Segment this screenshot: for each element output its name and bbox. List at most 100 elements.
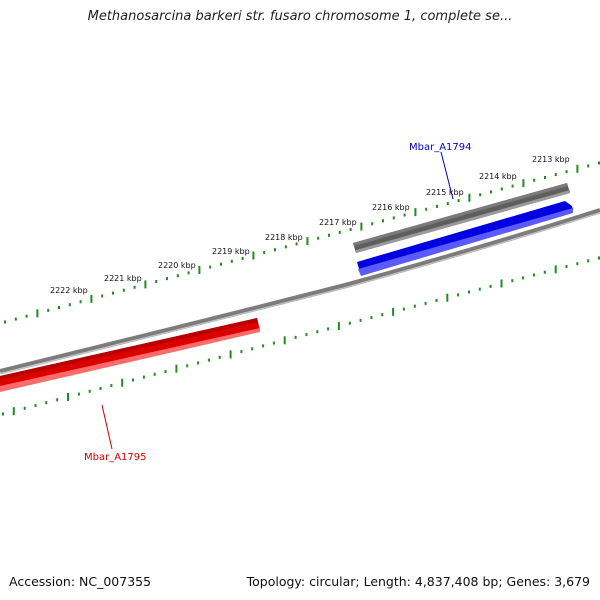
minor-tick: [565, 265, 568, 268]
minor-tick: [79, 300, 82, 304]
minor-tick: [413, 304, 416, 308]
major-tick: [144, 280, 147, 289]
minor-tick: [187, 271, 190, 275]
minor-tick: [478, 287, 481, 291]
minor-tick: [272, 341, 275, 345]
minor-tick: [511, 279, 514, 283]
minor-tick: [186, 364, 189, 368]
minor-tick: [544, 176, 546, 179]
minor-tick: [133, 285, 136, 289]
feature-label-mbar-a1795[interactable]: Mbar_A1795: [84, 452, 147, 463]
minor-tick: [436, 204, 438, 208]
minor-tick: [490, 190, 492, 194]
major-tick: [306, 237, 309, 246]
minor-tick: [305, 333, 308, 337]
major-tick: [90, 294, 93, 303]
label-leader-mbar-a1794: [440, 151, 454, 200]
major-tick: [252, 251, 255, 260]
major-tick: [283, 336, 286, 345]
minor-tick: [112, 291, 114, 295]
minor-tick: [479, 193, 482, 197]
major-tick: [446, 293, 449, 302]
minor-tick: [88, 389, 91, 393]
minor-tick: [533, 273, 535, 277]
major-tick: [500, 279, 503, 288]
minor-tick: [142, 375, 145, 379]
minor-tick: [263, 251, 266, 255]
major-tick: [121, 378, 124, 387]
tick-label: 2216 kbp: [372, 203, 410, 212]
major-tick: [12, 407, 15, 416]
minor-tick: [295, 242, 298, 246]
feature-mbar-a1794[interactable]: [357, 201, 573, 276]
minor-tick: [230, 259, 233, 263]
minor-tick: [587, 259, 590, 263]
minor-tick: [317, 236, 320, 240]
major-tick: [468, 193, 471, 202]
minor-tick: [99, 387, 102, 390]
minor-tick: [576, 262, 579, 266]
map-title: Methanosarcina barkeri str. fusaro chrom…: [87, 9, 513, 24]
minor-tick: [153, 372, 156, 376]
minor-tick: [533, 178, 536, 182]
minor-tick: [565, 170, 568, 174]
major-tick: [522, 179, 525, 188]
major-tick: [414, 208, 417, 217]
feature-label-mbar-a1794[interactable]: Mbar_A1794: [409, 142, 472, 153]
minor-tick: [403, 213, 406, 217]
minor-tick: [294, 335, 297, 339]
major-tick: [198, 266, 201, 274]
tick-label: 2214 kbp: [479, 172, 517, 181]
gene-bar-track[interactable]: [353, 183, 570, 253]
minor-tick: [197, 361, 200, 365]
minor-tick: [370, 316, 373, 320]
minor-tick: [176, 274, 179, 278]
tick-label: 2217 kbp: [319, 218, 357, 227]
minor-tick: [56, 398, 59, 402]
minor-tick: [274, 248, 276, 252]
minor-tick: [110, 384, 113, 388]
minor-tick: [348, 321, 351, 325]
minor-tick: [349, 228, 352, 231]
major-tick: [36, 309, 39, 318]
minor-tick: [500, 187, 503, 191]
major-tick: [554, 265, 557, 274]
minor-tick: [284, 245, 287, 249]
minor-tick: [489, 284, 492, 288]
minor-tick: [457, 293, 460, 297]
minor-tick: [338, 230, 341, 234]
major-tick: [229, 350, 232, 359]
tick-label: 2218 kbp: [265, 233, 303, 242]
accession-label: Accession: NC_007355: [9, 574, 152, 589]
major-tick: [175, 364, 178, 373]
minor-tick: [155, 280, 158, 283]
minor-tick: [262, 344, 265, 348]
minor-tick: [446, 202, 449, 205]
minor-tick: [241, 256, 244, 260]
minor-tick: [511, 184, 514, 188]
minor-tick: [101, 294, 104, 298]
tick-label: 2219 kbp: [212, 247, 250, 256]
minor-tick: [392, 216, 395, 220]
minor-tick: [240, 350, 243, 354]
tick-label: 2222 kbp: [50, 286, 88, 295]
major-tick: [337, 322, 340, 331]
minor-tick: [34, 404, 37, 407]
minor-tick: [316, 330, 319, 334]
genome-backbone: [0, 208, 600, 373]
minor-tick: [468, 290, 470, 294]
minor-tick: [382, 219, 384, 223]
minor-tick: [166, 277, 168, 281]
major-tick: [360, 222, 363, 231]
inner-tick-track: [2, 256, 600, 416]
minor-tick: [598, 256, 600, 260]
major-tick: [576, 164, 579, 173]
minor-tick: [424, 301, 427, 305]
tick-label: 2221 kbp: [104, 274, 142, 283]
feature-mbar-a1795[interactable]: [0, 318, 260, 392]
minor-tick: [209, 265, 212, 269]
minor-tick: [132, 378, 134, 382]
minor-tick: [435, 299, 438, 302]
